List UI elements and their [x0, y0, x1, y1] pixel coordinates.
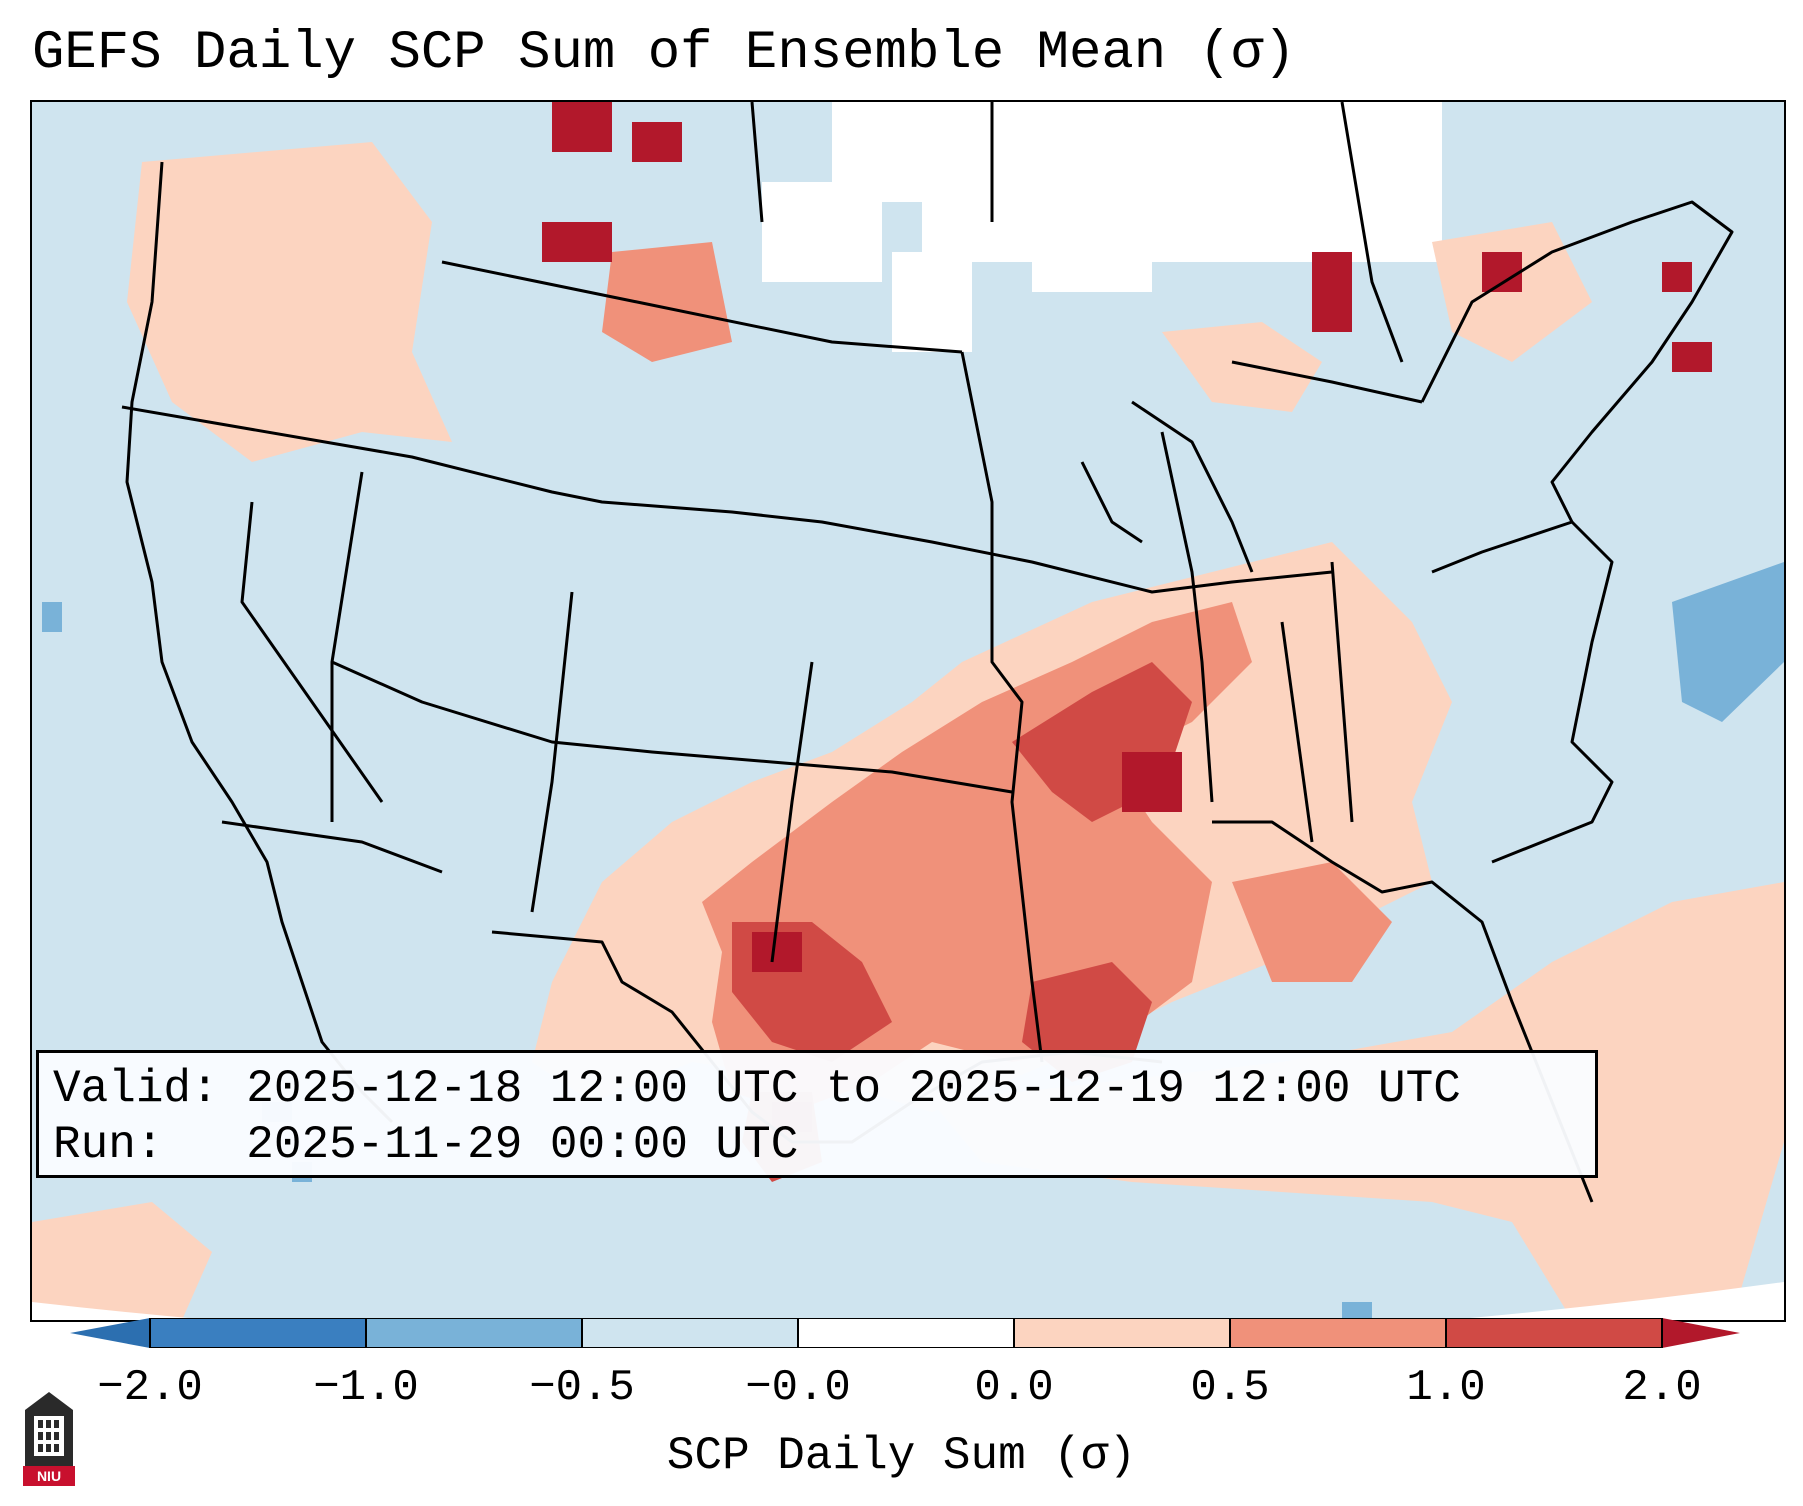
- no-data-region: [762, 102, 1442, 352]
- colorbar-segment: [798, 1318, 1014, 1348]
- colorbar-extend-low: [70, 1318, 150, 1348]
- chart-title: GEFS Daily SCP Sum of Ensemble Mean (σ): [32, 23, 1296, 84]
- colorbar-extend-high: [1662, 1318, 1740, 1348]
- colorbar-tick-label: −2.0: [97, 1363, 203, 1413]
- logo-text: NIU: [37, 1468, 61, 1484]
- projection-edge: [32, 1282, 1784, 1320]
- colorbar: [70, 1318, 1740, 1348]
- colorbar-segment: [150, 1318, 366, 1348]
- colorbar-tick-label: 1.0: [1406, 1363, 1486, 1413]
- run-label: Run:: [53, 1119, 164, 1171]
- map-canvas: [32, 102, 1784, 1320]
- run-value: 2025-11-29 00:00 UTC: [246, 1119, 799, 1171]
- valid-label: Valid:: [53, 1063, 219, 1115]
- colorbar-label: SCP Daily Sum (σ): [666, 1430, 1137, 1482]
- colorbar-tick-label: 0.0: [974, 1363, 1054, 1413]
- colorbar-segment: [1230, 1318, 1446, 1348]
- colorbar-tick-label: 0.5: [1190, 1363, 1270, 1413]
- colorbar-segment: [582, 1318, 798, 1348]
- colorbar-tick-label: −0.5: [529, 1363, 635, 1413]
- valid-run-info-box: Valid: 2025-12-18 12:00 UTC to 2025-12-1…: [36, 1050, 1598, 1178]
- colorbar-segment: [1446, 1318, 1662, 1348]
- colorbar-tick-label: −0.0: [745, 1363, 851, 1413]
- niu-logo-icon: NIU: [23, 1392, 75, 1486]
- scp-extreme-region: [542, 102, 1712, 1132]
- colorbar-tick-label: 2.0: [1622, 1363, 1702, 1413]
- colorbar-tick-label: −1.0: [313, 1363, 419, 1413]
- valid-value: 2025-12-18 12:00 UTC to 2025-12-19 12:00…: [246, 1063, 1461, 1115]
- colorbar-segment: [366, 1318, 582, 1348]
- colorbar-segment: [1014, 1318, 1230, 1348]
